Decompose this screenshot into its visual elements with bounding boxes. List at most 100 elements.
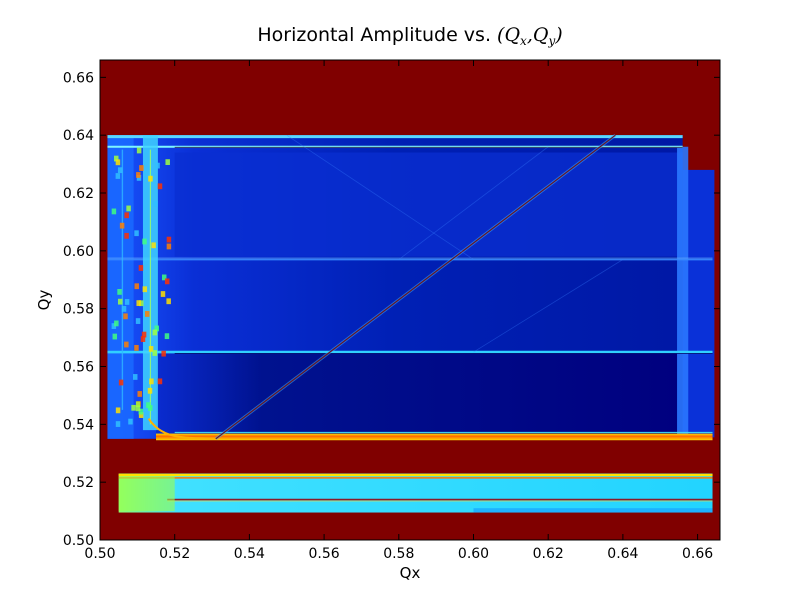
region-right-edge: [677, 146, 689, 438]
plot-area: [99, 59, 721, 541]
speckle-dot: [148, 346, 154, 352]
speckle-dot: [136, 300, 141, 306]
y-tick-label: 0.54: [63, 417, 94, 433]
diagonal-resonance-line: [215, 134, 616, 440]
title-math-close: ): [554, 24, 562, 46]
chart-title: Horizontal Amplitude vs. (Qx,Qy): [257, 24, 562, 48]
speckle-dot: [138, 265, 144, 271]
speckle-dot: [115, 421, 121, 427]
speckle-dot: [161, 350, 166, 357]
speckle-dot: [117, 289, 122, 295]
speckle-dot: [135, 401, 141, 408]
region-left-edge: [107, 135, 134, 439]
speckle-dot: [166, 236, 172, 243]
speckle-dot: [151, 242, 156, 249]
title-text: Horizontal Amplitude vs.: [257, 24, 497, 46]
speckle-dot: [134, 344, 139, 351]
speckle-dot: [157, 378, 163, 385]
y-axis-label: Qy: [35, 290, 53, 311]
speckle-dot: [142, 238, 147, 245]
speckle-dot: [136, 172, 141, 178]
speckle-dot: [152, 350, 157, 356]
speckle-dot: [118, 379, 124, 386]
y-tick-label: 0.64: [63, 128, 94, 144]
speckle-dot: [140, 336, 146, 342]
speckle-dot: [124, 212, 129, 219]
speckle-dot: [154, 325, 159, 332]
resonance-line-qy-0.535: [156, 433, 713, 441]
speckle-dot: [114, 155, 119, 162]
speckle-dot: [117, 167, 123, 174]
x-tick-label: 0.50: [84, 546, 115, 562]
y-tick-label: 0.60: [63, 244, 94, 260]
region-lower-dark: [156, 352, 683, 438]
region-bottom-band: [118, 473, 713, 513]
band-bottom-edge: [473, 508, 713, 513]
speckle-dot: [126, 205, 131, 212]
x-tick-label: 0.64: [607, 546, 638, 562]
speckle-dot: [166, 243, 172, 250]
speckle-dot: [149, 378, 154, 385]
speckle-dot: [132, 374, 138, 380]
y-tick-label: 0.58: [63, 302, 94, 318]
speckle-dot: [146, 402, 151, 409]
axis-ticks: 0.50 0.52 0.54 0.56 0.58 0.60 0.62 0.64 0.66 0.50…: [63, 60, 720, 562]
y-tick-label: 0.50: [63, 533, 94, 549]
speckle-dot: [131, 404, 136, 411]
title-math-open: (Q: [497, 24, 520, 46]
speckle-dot: [124, 341, 129, 348]
speckle-dot: [119, 222, 125, 229]
x-tick-label: 0.52: [159, 546, 190, 562]
speckle-dot: [144, 311, 150, 317]
speckle-dot: [139, 165, 144, 171]
speckle-dot: [161, 274, 167, 281]
speckle-dot: [123, 313, 128, 320]
speckle-dot: [115, 173, 121, 179]
x-tick-label: 0.56: [309, 546, 340, 562]
speckle-dot: [147, 387, 153, 394]
speckle-dot: [165, 159, 170, 166]
speckle-dot: [142, 286, 148, 293]
x-tick-label: 0.54: [234, 546, 265, 562]
speckle-dot: [157, 183, 163, 190]
x-tick-label: 0.58: [383, 546, 414, 562]
speckle-dot: [124, 232, 129, 239]
band-left-speckle: [118, 476, 175, 512]
speckle-dot: [160, 291, 166, 297]
speckle-dot: [135, 405, 141, 412]
speckle-dot: [138, 412, 144, 418]
speckle-dot: [134, 283, 139, 290]
speckle-dot: [164, 278, 170, 285]
speckle-dot: [141, 331, 147, 338]
speckle-dot: [152, 329, 158, 336]
faint-streak-1: [398, 146, 549, 260]
y-tick-label: 0.66: [63, 70, 94, 86]
speckle-dot: [124, 299, 130, 305]
title-sub-x: x: [520, 34, 527, 48]
speckle-dot: [137, 391, 142, 397]
resonance-curve-lower-left: [147, 418, 216, 440]
y-tick-label: 0.56: [63, 360, 94, 376]
speckle-dot: [153, 200, 158, 207]
x-tick-label: 0.66: [682, 546, 713, 562]
speckle-dot: [136, 147, 142, 154]
speckle-dot: [148, 175, 153, 182]
speckle-dot: [138, 300, 144, 307]
plot-frame: [99, 59, 721, 541]
speckle-dot: [111, 323, 117, 329]
speckle-dot: [112, 333, 118, 340]
speckle-dot: [115, 407, 121, 414]
title-math-sep: ,Q: [527, 24, 549, 46]
y-tick-label: 0.62: [63, 186, 94, 202]
speckle-dot: [166, 298, 171, 305]
faint-streak-2: [473, 259, 624, 353]
speckle-dot: [134, 230, 139, 237]
title-sub-y: y: [547, 34, 555, 48]
speckle-dot: [117, 298, 123, 305]
speckle-dot: [111, 208, 117, 215]
speckle-dot: [135, 318, 141, 324]
speckle-dot: [138, 408, 144, 415]
speckle-dot: [155, 162, 160, 169]
x-tick-label: 0.60: [458, 546, 489, 562]
